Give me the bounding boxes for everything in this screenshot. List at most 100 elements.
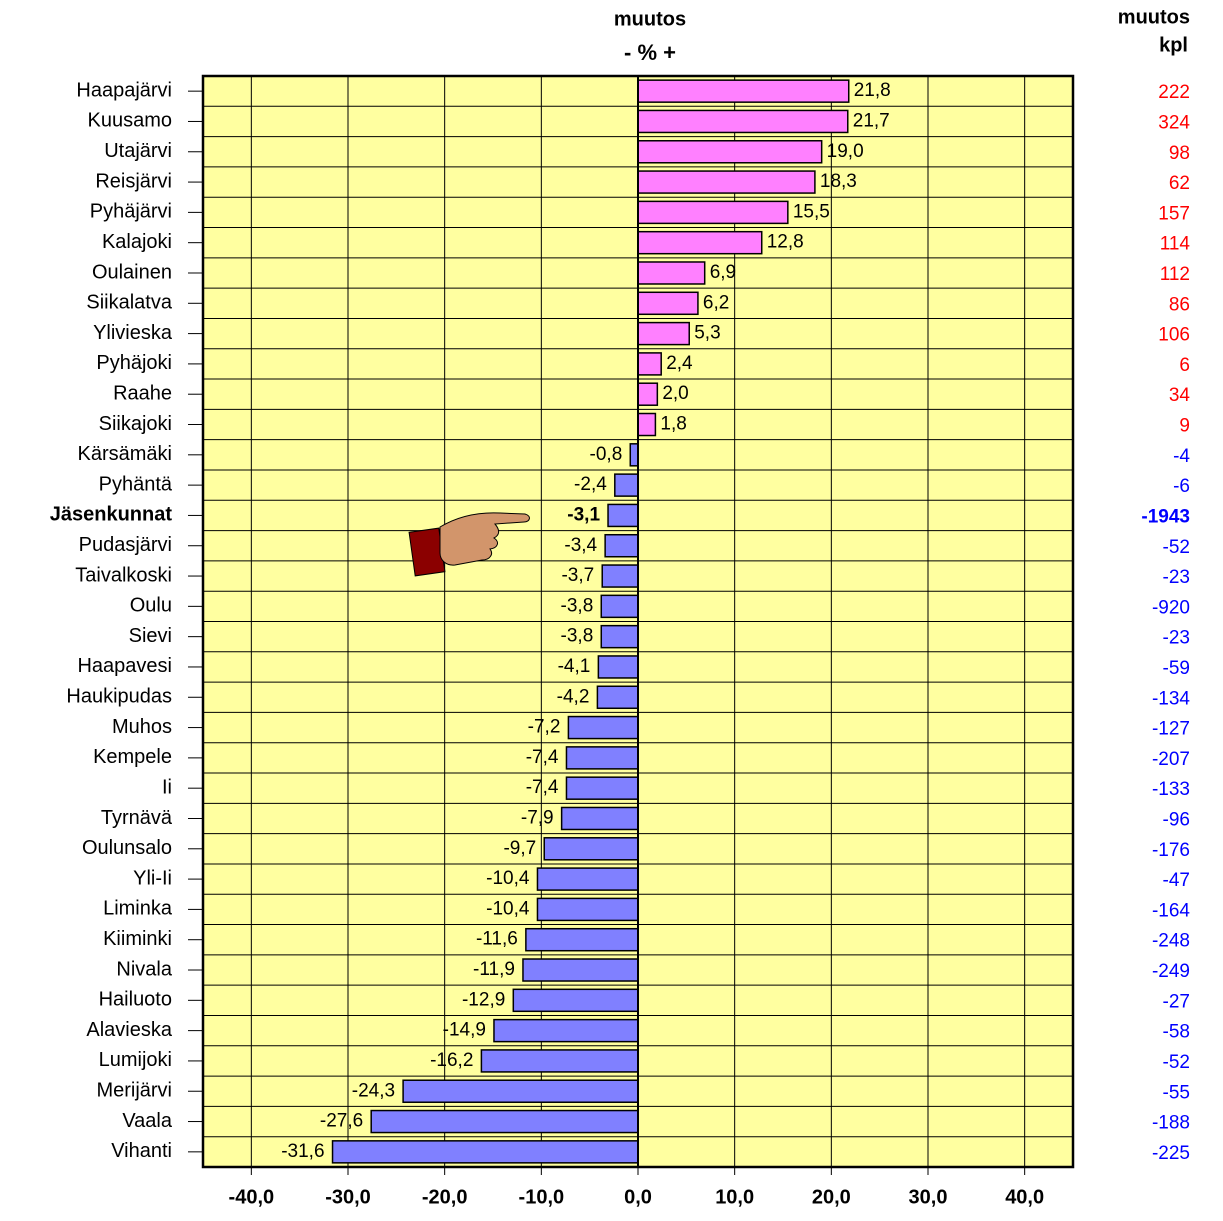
bar [637, 230, 763, 255]
value-label: -7,4 [526, 777, 559, 798]
y-tick-label: Oulu [130, 595, 172, 617]
value-label: -27,6 [320, 1111, 363, 1132]
bar [637, 261, 706, 285]
y-tick-label: Liminka [103, 898, 173, 920]
bar [600, 594, 639, 619]
count-label: -52 [1163, 1052, 1190, 1073]
count-label: -96 [1163, 810, 1190, 831]
value-label: 19,0 [827, 141, 864, 162]
value-label: 5,3 [694, 323, 720, 344]
y-tick-label: Yli-Ii [133, 867, 172, 889]
count-label: -58 [1163, 1022, 1190, 1043]
bar [567, 715, 639, 740]
value-label: -31,6 [281, 1141, 324, 1162]
bar [629, 443, 639, 467]
count-label: -4 [1173, 446, 1190, 467]
plot-border [201, 74, 1075, 1169]
value-label: -7,9 [521, 808, 554, 829]
value-label: -11,6 [476, 929, 518, 950]
value-label: -3,8 [561, 595, 594, 616]
y-tick-label: Lumijoki [99, 1049, 172, 1071]
y-tick-label: Pyhäjoki [96, 352, 172, 374]
value-label: 21,8 [854, 80, 891, 101]
value-label: -12,9 [462, 989, 505, 1010]
count-label: 324 [1158, 112, 1190, 133]
y-tick-label: Taivalkoski [75, 564, 172, 586]
value-label: 18,3 [820, 171, 857, 192]
count-label: -188 [1152, 1113, 1190, 1134]
header: - % + [624, 40, 676, 65]
header: muutos [614, 8, 686, 30]
bar [560, 806, 639, 831]
count-label: -6 [1173, 476, 1190, 497]
count-label: -27 [1163, 991, 1190, 1012]
count-label: -134 [1152, 688, 1190, 709]
y-tick-label: Merijärvi [96, 1080, 172, 1102]
y-tick-label: Hailuoto [99, 989, 172, 1011]
y-tick-label: Siikajoki [99, 413, 172, 435]
value-label: 6,2 [703, 292, 729, 313]
y-tick-label: Kempele [93, 746, 172, 768]
count-label: 157 [1158, 203, 1190, 224]
value-label: -11,9 [473, 959, 515, 980]
value-label: 6,9 [710, 262, 736, 283]
y-tick-label: Kuusamo [88, 110, 173, 132]
x-tick-label: 10,0 [715, 1186, 754, 1208]
count-label: -59 [1163, 658, 1190, 679]
count-label: -23 [1163, 567, 1190, 588]
bar [370, 1109, 639, 1134]
count-label: -1943 [1141, 506, 1190, 527]
value-label: 2,0 [662, 383, 688, 404]
bar [637, 200, 789, 225]
bar [637, 140, 823, 164]
bar [614, 473, 639, 497]
count-label: 112 [1160, 264, 1190, 285]
y-tick-label: Kalajoki [102, 231, 172, 253]
bar [565, 746, 639, 770]
count-header: muutos [1118, 6, 1190, 28]
count-label: -47 [1163, 870, 1190, 891]
x-tick-label: -20,0 [422, 1186, 468, 1208]
y-tick-label: Kiiminki [103, 928, 172, 950]
count-label: -133 [1152, 779, 1190, 800]
y-tick-label: Oulunsalo [82, 837, 172, 859]
count-label: 9 [1179, 416, 1190, 437]
y-tick-label: Haukipudas [66, 686, 172, 708]
count-label: -248 [1152, 931, 1190, 952]
value-label: -3,4 [564, 535, 597, 556]
bar [600, 624, 639, 649]
y-tick-label: Haapavesi [77, 655, 172, 677]
y-tick-label: Ylivieska [93, 322, 173, 344]
x-tick-label: -30,0 [325, 1186, 371, 1208]
bar [637, 291, 699, 316]
bar [536, 867, 639, 891]
bar [601, 564, 639, 588]
count-label: -225 [1152, 1143, 1190, 1164]
value-label: -24,3 [352, 1080, 395, 1101]
bar [604, 533, 639, 558]
value-label: -3,1 [567, 504, 600, 525]
value-label: -10,4 [486, 898, 530, 919]
count-label: 86 [1169, 294, 1190, 315]
count-label: 6 [1179, 355, 1190, 376]
count-label: -164 [1152, 900, 1190, 921]
y-tick-label: Vaala [122, 1110, 173, 1132]
count-header: kpl [1159, 34, 1188, 56]
count-label: -52 [1163, 537, 1190, 558]
y-tick-label: Jäsenkunnat [50, 504, 173, 526]
y-tick-label: Pyhäjärvi [90, 201, 172, 223]
bar [637, 352, 662, 376]
y-tick-label: Haapajärvi [76, 79, 172, 101]
bar [597, 655, 639, 679]
y-tick-label: Tyrnävä [101, 807, 173, 829]
bar [637, 321, 690, 346]
y-tick-label: Reisjärvi [95, 170, 172, 192]
x-tick-label: 0,0 [624, 1186, 652, 1208]
count-label: -249 [1152, 961, 1190, 982]
y-tick-label: Pyhäntä [99, 473, 173, 495]
value-label: -7,2 [528, 717, 561, 738]
bar [637, 170, 816, 194]
count-label: -176 [1152, 840, 1190, 861]
y-tick-label: Pudasjärvi [79, 534, 172, 556]
y-tick-label: Ii [162, 776, 172, 798]
